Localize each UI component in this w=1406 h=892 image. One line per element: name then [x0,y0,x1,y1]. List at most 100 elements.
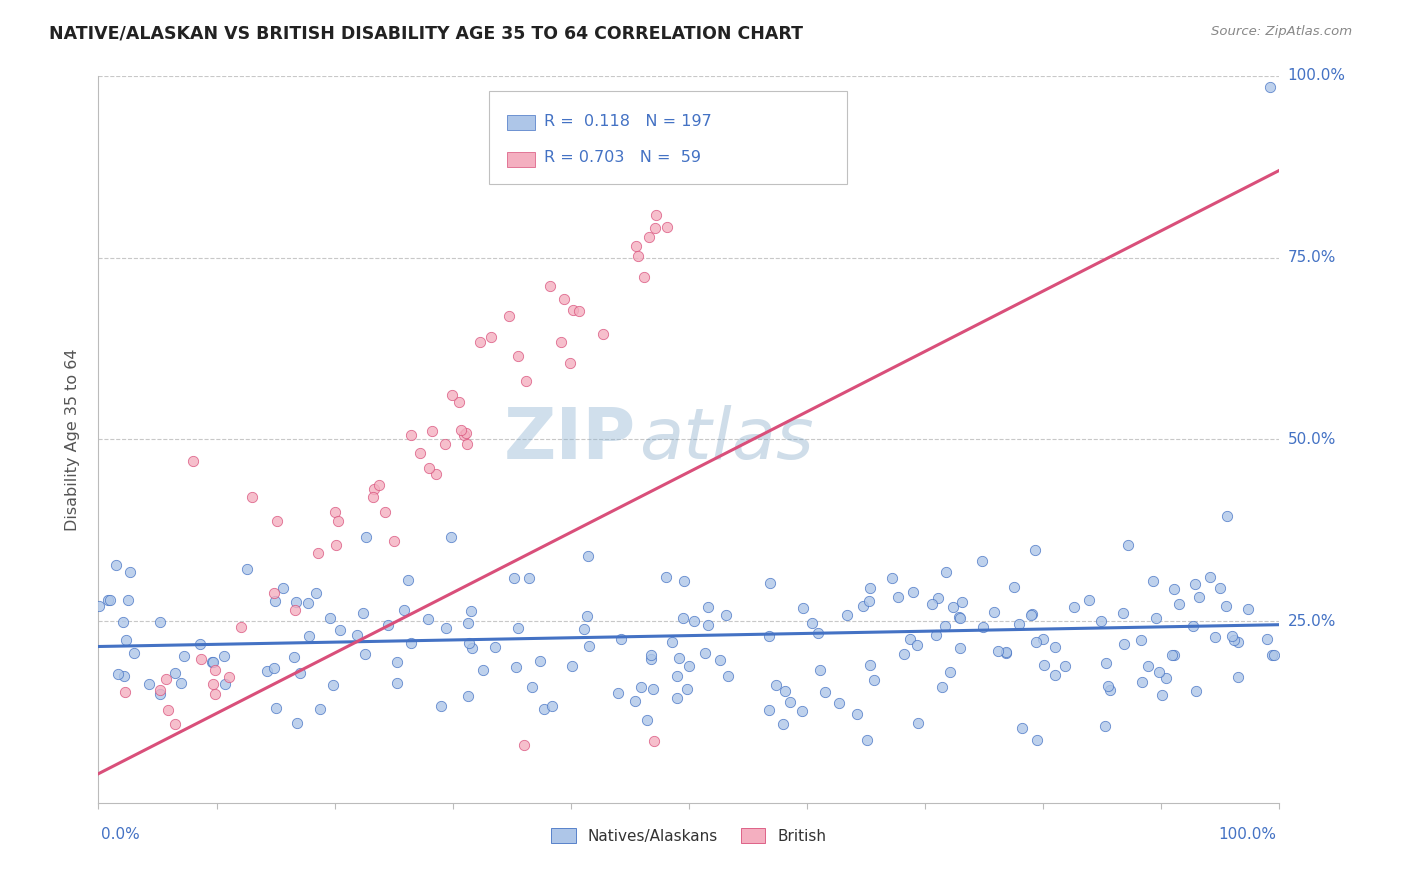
Point [921,598,943,612]
Point [856,732,879,747]
Point [97,592,120,607]
Point [471,663,494,677]
Point [644,208,666,222]
Point [935,566,957,580]
Text: R = 0.703   N =  59: R = 0.703 N = 59 [544,151,700,166]
Point [533,702,555,716]
Point [709,653,731,667]
Point [633,269,655,284]
Point [396,573,419,587]
Point [606,686,628,700]
Point [1078,593,1101,607]
Point [399,428,422,442]
Point [457,690,479,704]
Point [392,603,415,617]
Point [285,594,308,608]
Point [1144,611,1167,625]
Point [572,623,595,637]
Point [202,655,225,669]
Point [775,684,797,698]
Point [1094,718,1116,732]
Point [792,601,814,615]
Point [460,604,482,618]
Point [201,655,224,669]
Point [385,655,408,669]
Point [461,641,484,656]
Point [1256,632,1278,646]
Point [758,629,780,643]
Point [87,599,110,613]
Text: 25.0%: 25.0% [1288,614,1336,629]
Point [672,574,695,589]
Point [363,482,385,496]
Point [529,654,551,668]
Point [1263,648,1285,662]
Point [561,302,583,317]
Point [447,395,470,409]
Point [1226,670,1249,684]
Point [163,665,186,680]
Point [1043,640,1066,655]
Point [263,661,285,675]
Point [263,586,285,600]
Point [887,591,910,605]
Point [624,238,647,252]
Point [655,570,678,584]
Point [846,706,869,721]
Point [1097,679,1119,693]
Point [105,558,128,573]
Point [661,635,683,649]
Point [1032,657,1054,672]
Point [456,425,478,440]
Point [657,220,679,235]
Point [434,621,457,635]
Text: 0.0%: 0.0% [101,827,141,842]
Point [880,571,903,585]
Point [669,141,692,155]
Point [626,249,648,263]
Point [1185,684,1208,698]
Point [665,669,688,683]
Point [309,702,332,716]
Point [693,646,716,660]
Point [157,703,180,717]
Point [1095,656,1118,670]
Point [1032,632,1054,647]
Point [1216,508,1239,523]
Point [458,635,481,649]
Point [354,647,377,661]
Point [298,629,321,643]
Point [623,694,645,708]
Point [304,586,326,600]
Point [644,221,666,235]
Point [169,676,191,690]
Point [779,695,801,709]
Point [934,618,956,632]
Text: 50.0%: 50.0% [1288,432,1336,447]
Point [1019,608,1042,623]
Point [1163,582,1185,596]
Point [610,632,633,646]
Point [1063,599,1085,614]
Point [558,356,581,370]
Point [173,649,195,664]
Point [112,669,135,683]
Point [508,621,530,635]
Point [672,611,695,625]
Point [1118,538,1140,552]
Point [939,665,962,679]
Text: NATIVE/ALASKAN VS BRITISH DISABILITY AGE 35 TO 64 CORRELATION CHART: NATIVE/ALASKAN VS BRITISH DISABILITY AGE… [49,25,803,43]
Point [1163,648,1185,662]
Point [190,651,212,665]
Point [138,677,160,691]
Point [481,330,503,344]
Point [592,326,614,341]
Point [517,571,540,585]
Point [318,611,340,625]
Point [942,599,965,614]
Point [1168,597,1191,611]
Point [852,599,875,613]
Text: Source: ZipAtlas.com: Source: ZipAtlas.com [1212,25,1353,38]
Point [1112,606,1135,620]
Point [1136,659,1159,673]
